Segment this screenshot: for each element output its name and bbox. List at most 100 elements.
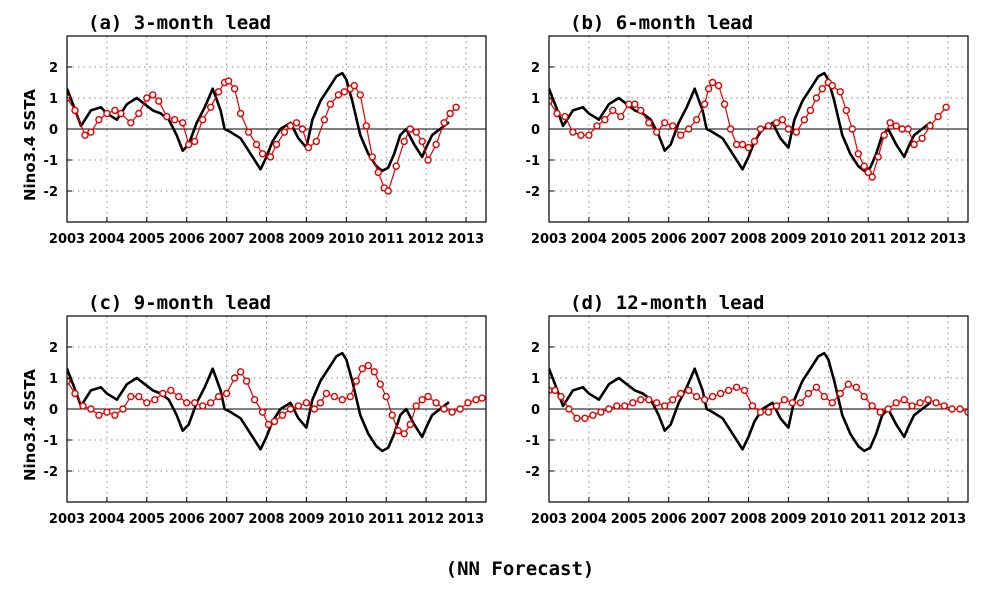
forecast-point (716, 389, 725, 398)
forecast-point (190, 399, 199, 407)
forecast-point (222, 389, 231, 398)
forecast-series-line (67, 80, 457, 192)
forecast-point (553, 109, 561, 118)
x-tick-label: 2007 (209, 232, 245, 247)
forecast-point (784, 125, 793, 133)
forecast-point (103, 109, 111, 118)
panel-title: (a) 3-month lead (88, 12, 271, 34)
forecast-point (266, 153, 275, 161)
forecast-point (940, 402, 948, 410)
y-tick-label: 2 (531, 61, 540, 76)
forecast-point (87, 128, 95, 136)
x-tick-label: 2003 (531, 232, 567, 247)
panel-a: (a) 3-month lead Nino3.4 SSTA 2003 2004 20… (21, 12, 487, 247)
x-tick-label: 2012 (890, 232, 926, 247)
forecast-point (312, 137, 321, 146)
forecast-point (182, 399, 191, 407)
forecast-point (868, 402, 876, 410)
forecast-point (298, 125, 307, 133)
forecast-point (230, 84, 239, 93)
forecast-point (406, 125, 414, 133)
forecast-point (338, 396, 346, 404)
forecast-point (898, 125, 906, 133)
forecast-point (272, 140, 281, 149)
forecast-point (302, 399, 311, 407)
panel-d: (d) 12-month lead 2003 2004 2005 2006 2007 20… (526, 292, 969, 527)
y-tick-label: 0 (49, 123, 58, 138)
forecast-point (597, 408, 605, 416)
forecast-point (744, 143, 753, 152)
forecast-point (270, 417, 279, 426)
x-tick-label: 2003 (531, 512, 567, 527)
forecast-point (452, 103, 460, 112)
forecast-point (581, 414, 589, 422)
plot-area: 2003 2004 2005 2006 2007 2008 2009 2010 2011 2012… (526, 315, 969, 527)
x-tick-label: 2011 (850, 512, 886, 527)
y-tick-label: 1 (531, 372, 540, 387)
forecast-point (155, 97, 163, 105)
forecast-point (119, 405, 127, 413)
forecast-point (198, 115, 207, 124)
forecast-point (214, 392, 223, 401)
forecast-point (252, 140, 261, 149)
forecast-point (376, 380, 384, 388)
series-group (549, 71, 950, 181)
y-tick-label: -2 (526, 465, 540, 480)
forecast-point (472, 396, 480, 404)
forecast-point (617, 112, 625, 121)
forecast-point (236, 109, 245, 118)
forecast-point (780, 396, 789, 404)
y-tick-label: 0 (531, 403, 540, 418)
forecast-point (565, 405, 573, 413)
panel-b: (b) 6-month lead 2003 2004 2005 2006 2007 200… (526, 12, 969, 247)
observed-series-line (549, 351, 932, 453)
forecast-point (900, 396, 908, 404)
forecast-point (170, 115, 179, 124)
forecast-point (178, 119, 187, 127)
y-tick-label: -1 (44, 154, 58, 169)
forecast-point (127, 119, 135, 127)
forecast-point (700, 100, 709, 108)
forecast-point (174, 392, 183, 401)
x-tick-label: 2003 (49, 512, 85, 527)
forecast-point (732, 140, 741, 149)
forecast-point (892, 122, 900, 130)
x-tick-label: 2009 (288, 232, 324, 247)
forecast-point (388, 411, 396, 419)
plot-area: 2003 2004 2005 2006 2007 2008 2009 2010 2011 2012… (526, 35, 969, 247)
x-tick-label: 2003 (49, 232, 85, 247)
forecast-point (868, 173, 876, 181)
forecast-point (669, 122, 677, 130)
forecast-point (250, 396, 259, 404)
forecast-point (812, 94, 821, 102)
y-tick-label: -2 (526, 185, 540, 200)
forecast-point (67, 377, 71, 385)
forecast-point (440, 405, 448, 413)
forecast-point (714, 81, 723, 90)
x-tick-label: 2010 (328, 232, 364, 247)
forecast-point (924, 396, 932, 404)
forecast-point (812, 383, 821, 391)
forecast-point (653, 399, 661, 407)
forecast-point (589, 411, 597, 419)
forecast-point (159, 389, 167, 398)
forecast-point (143, 94, 151, 102)
forecast-point (772, 119, 781, 127)
forecast-point (316, 399, 325, 407)
forecast-point (394, 427, 402, 435)
forecast-point (340, 88, 348, 96)
y-tick-label: 2 (531, 341, 540, 356)
x-tick-label: 2004 (571, 512, 607, 527)
panel-c: (c) 9-month lead Nino3.4 SSTA 2003 2004 20… (21, 292, 487, 527)
observed-series-line (67, 351, 450, 453)
forecast-point (892, 399, 900, 407)
forecast-point (236, 368, 245, 376)
forecast-point (320, 115, 329, 124)
y-tick-label: 1 (49, 92, 58, 107)
x-tick-label: 2012 (408, 512, 444, 527)
forecast-point (424, 392, 432, 401)
forecast-point (844, 380, 852, 388)
forecast-point (677, 389, 685, 398)
forecast-point (432, 399, 440, 407)
forecast-point (926, 122, 934, 130)
